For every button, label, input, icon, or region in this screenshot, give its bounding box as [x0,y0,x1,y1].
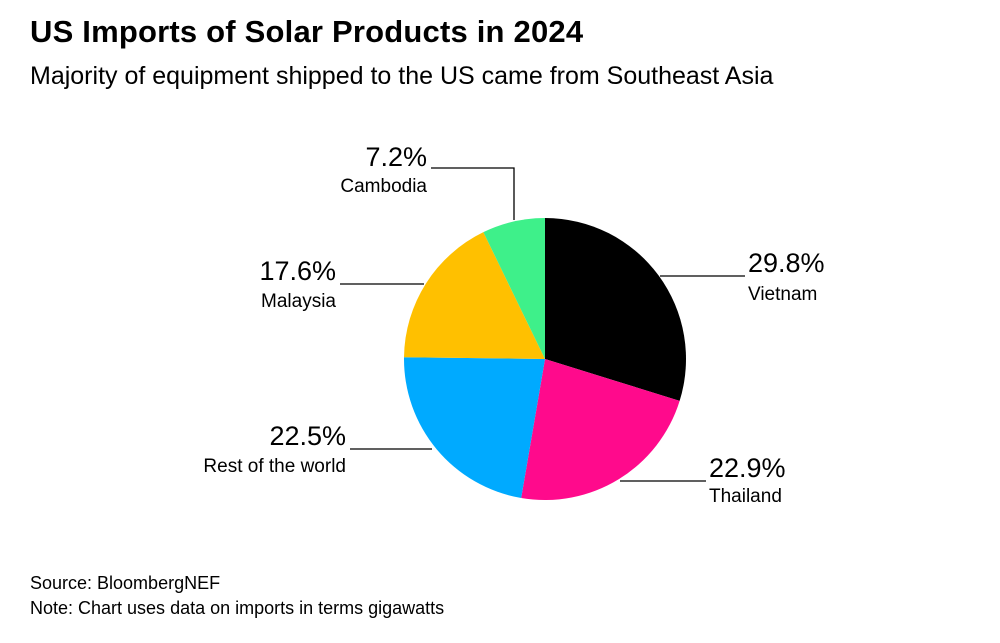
data-label-malaysia: 17.6% [259,256,336,286]
data-label-cambodia: 7.2% [365,142,427,172]
slice-rest-of-the-world [403,357,545,498]
category-label-cambodia: Cambodia [340,176,427,197]
slice-cambodia [483,218,545,359]
chart-footer: Source: BloombergNEF Note: Chart uses da… [30,571,444,621]
slice-thailand [521,359,680,501]
chart-title: US Imports of Solar Products in 2024 [30,14,584,49]
category-label-vietnam: Vietnam [748,284,817,305]
category-label-thailand: Thailand [709,486,782,507]
chart-note: Note: Chart uses data on imports in term… [30,598,445,618]
data-label-rest-of-the-world: 22.5% [269,421,346,451]
category-label-rest-of-the-world: Rest of the world [203,456,346,477]
chart-subtitle: Majority of equipment shipped to the US … [30,62,774,90]
slice-vietnam [545,218,687,401]
leader-lines [340,167,745,482]
pie-slices [403,218,687,501]
slice-labels: 29.8% Vietnam 22.9% Thailand 22.5% Rest of th… [203,142,824,507]
data-label-vietnam: 29.8% [748,248,825,278]
source-note: Source: BloombergNEF [30,573,221,593]
data-label-thailand: 22.9% [709,453,786,483]
slice-malaysia [404,232,545,359]
category-label-malaysia: Malaysia [261,291,336,312]
leader-line-cambodia [431,167,515,220]
